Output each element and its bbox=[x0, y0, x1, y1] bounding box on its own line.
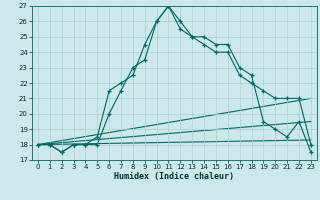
X-axis label: Humidex (Indice chaleur): Humidex (Indice chaleur) bbox=[115, 172, 234, 181]
